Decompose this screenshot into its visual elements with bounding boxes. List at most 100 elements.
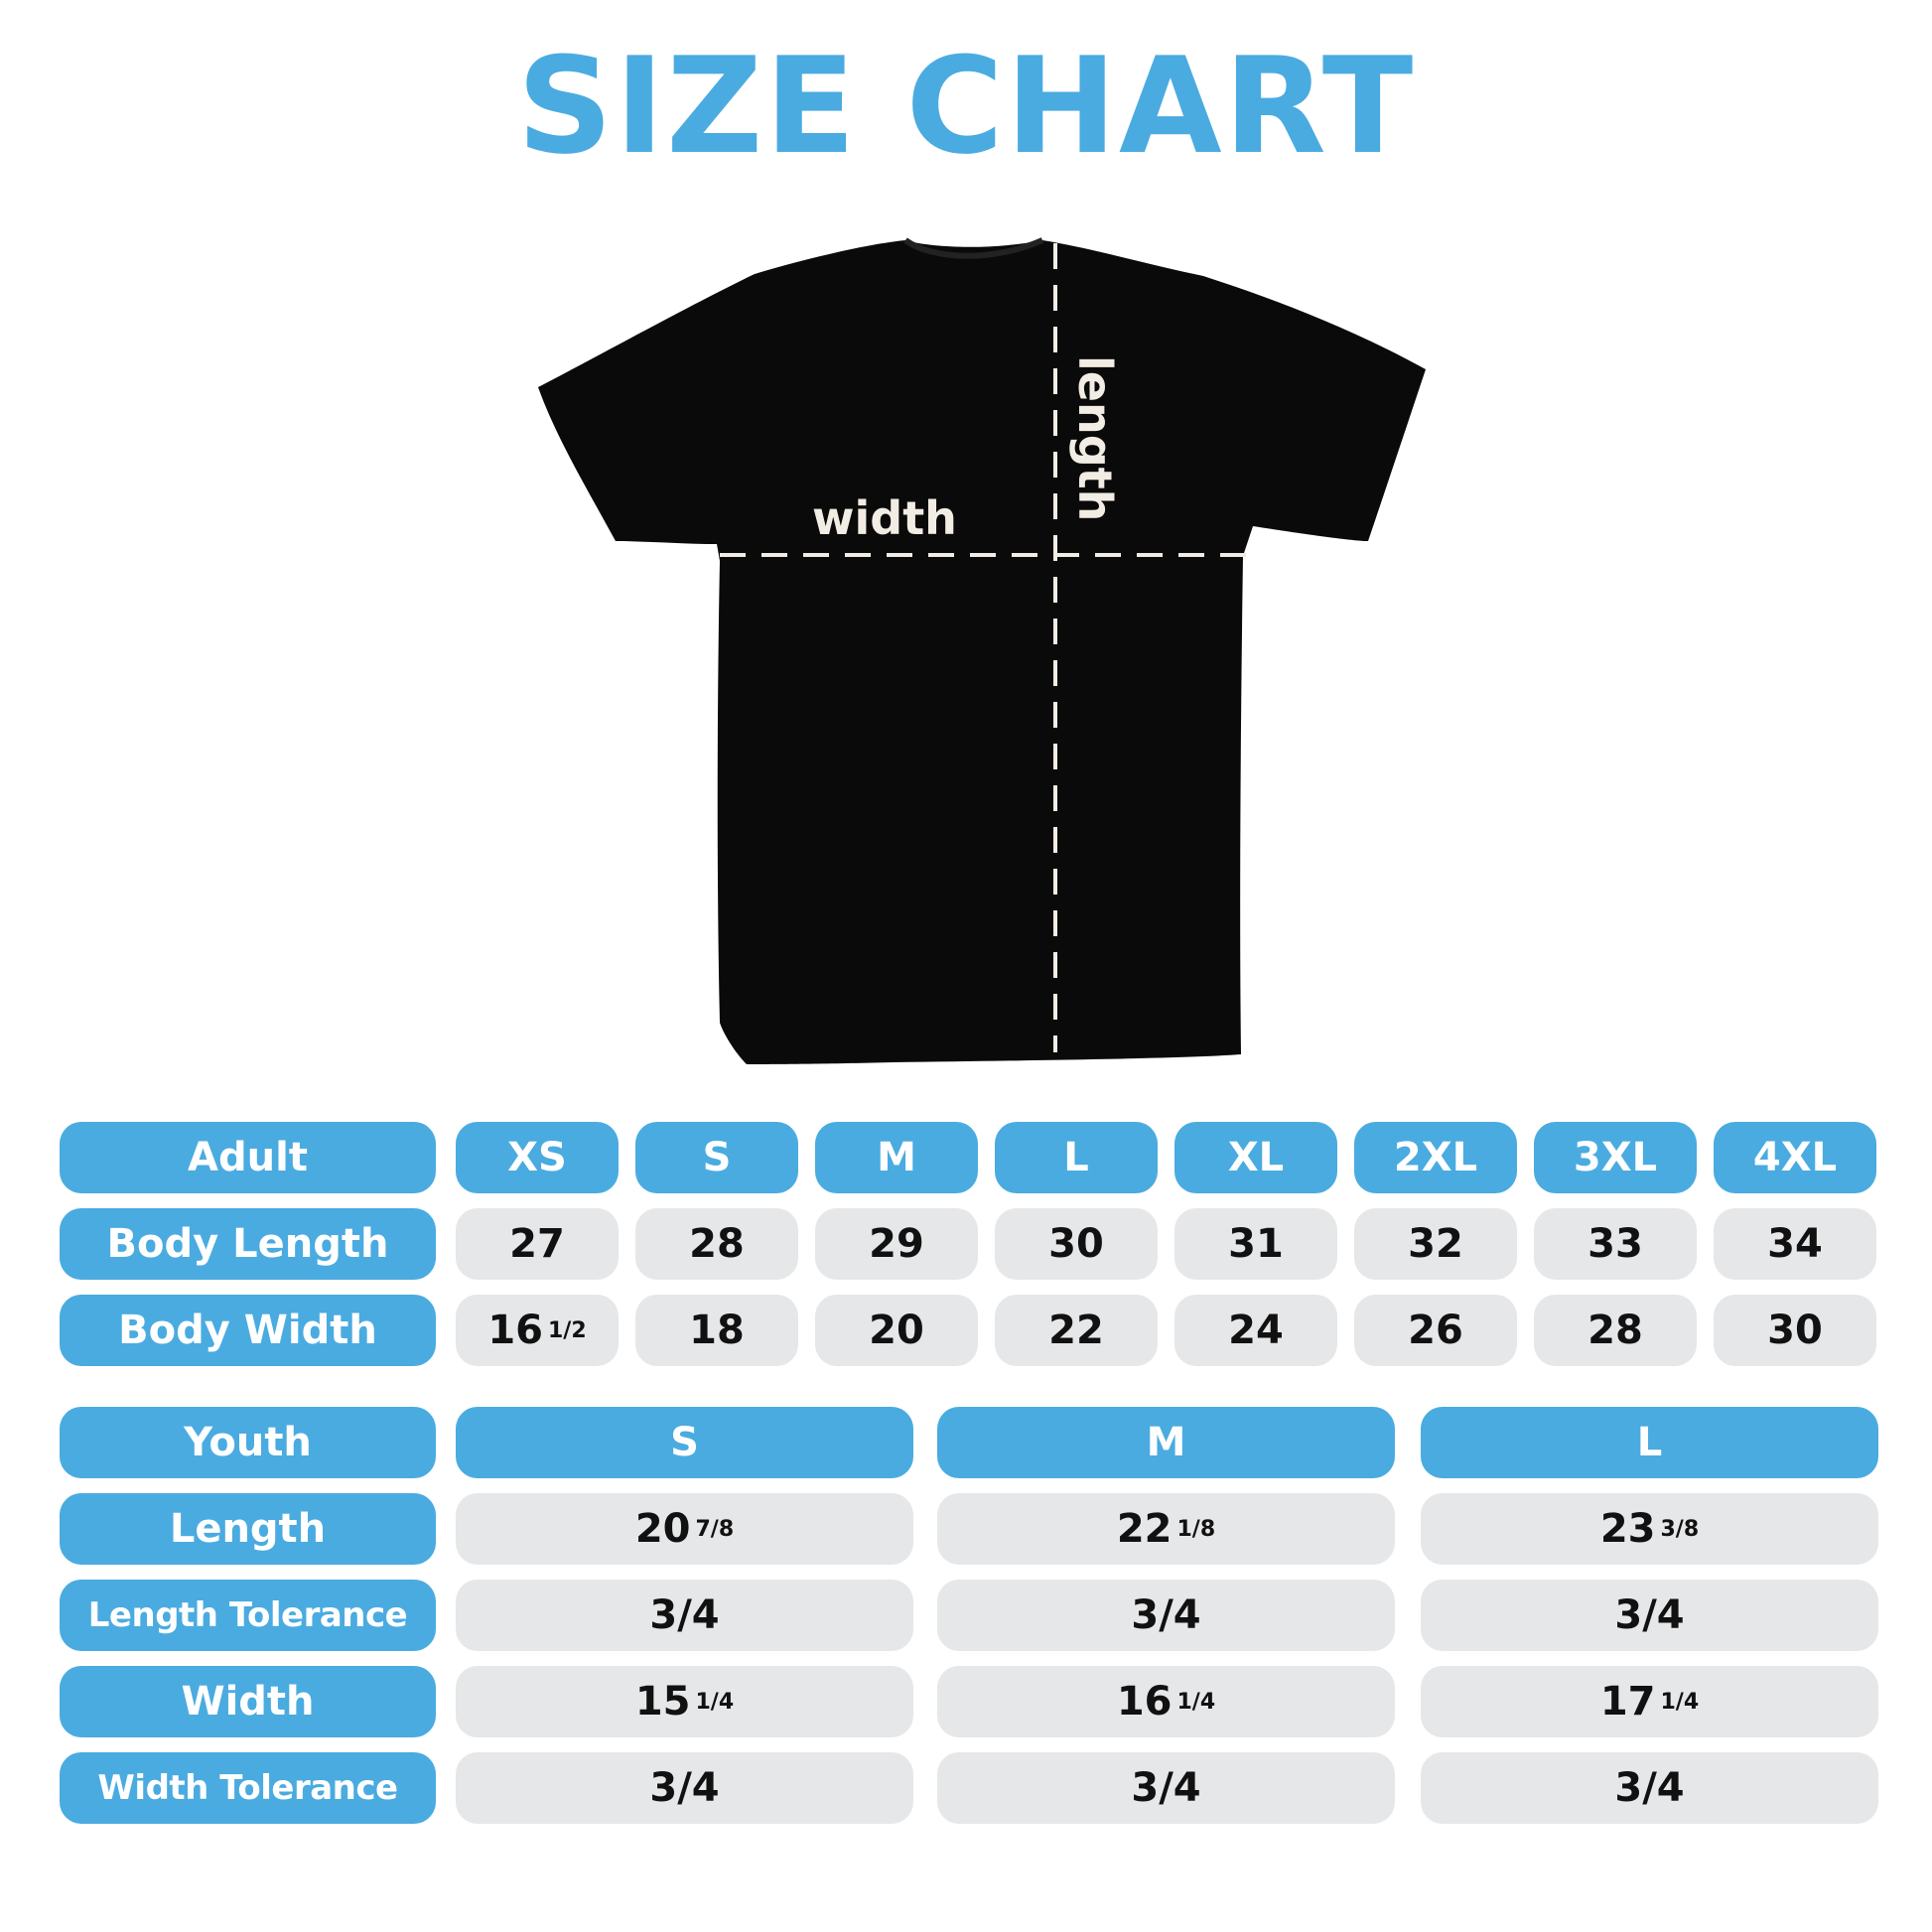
adult-value-cell: 27 bbox=[456, 1208, 619, 1280]
cell-text: Width bbox=[181, 1679, 315, 1725]
cell-text: 23 bbox=[1599, 1506, 1656, 1552]
cell-text: 2XL bbox=[1393, 1135, 1478, 1180]
youth-size-S: S bbox=[456, 1407, 913, 1478]
cell-text: 34 bbox=[1767, 1221, 1823, 1267]
fraction: 7/8 bbox=[695, 1516, 735, 1542]
cell-text: Body Length bbox=[106, 1221, 389, 1267]
adult-value-cell: 22 bbox=[995, 1295, 1158, 1366]
width-label: width bbox=[812, 491, 957, 545]
cell-text: XL bbox=[1227, 1135, 1285, 1180]
cell-text: Youth bbox=[184, 1420, 312, 1465]
adult-value-cell: 30 bbox=[1714, 1295, 1876, 1366]
cell-text: 22 bbox=[1116, 1506, 1173, 1552]
tshirt-diagram: width length bbox=[538, 237, 1426, 1064]
fraction: 1/4 bbox=[1660, 1689, 1700, 1715]
page-title: SIZE CHART bbox=[516, 29, 1416, 184]
cell-text: 29 bbox=[869, 1221, 924, 1267]
cell-text: 31 bbox=[1228, 1221, 1284, 1267]
cell-text: 20 bbox=[869, 1308, 924, 1353]
adult-value-cell: 30 bbox=[995, 1208, 1158, 1280]
adult-row-label: Body Width bbox=[60, 1295, 436, 1366]
fraction: 1/8 bbox=[1176, 1516, 1216, 1542]
fraction: 1/4 bbox=[695, 1689, 735, 1715]
adult-size-M: M bbox=[815, 1122, 978, 1193]
fraction: 3/8 bbox=[1660, 1516, 1700, 1542]
cell-text: 33 bbox=[1587, 1221, 1643, 1267]
cell-text: 20 bbox=[634, 1506, 691, 1552]
youth-value-cell: 3/4 bbox=[1421, 1580, 1878, 1651]
adult-value-cell: 16 1/2 bbox=[456, 1295, 619, 1366]
adult-value-cell: 32 bbox=[1354, 1208, 1517, 1280]
cell-text: 27 bbox=[509, 1221, 565, 1267]
cell-text: 26 bbox=[1408, 1308, 1463, 1353]
adult-value-cell: 31 bbox=[1174, 1208, 1337, 1280]
cell-text: 28 bbox=[1587, 1308, 1643, 1353]
adult-value-cell: 24 bbox=[1174, 1295, 1337, 1366]
cell-text: 3/4 bbox=[1131, 1592, 1201, 1638]
adult-value-cell: 34 bbox=[1714, 1208, 1876, 1280]
cell-text: 32 bbox=[1408, 1221, 1463, 1267]
youth-value-cell: 3/4 bbox=[937, 1752, 1395, 1824]
youth-value-cell: 17 1/4 bbox=[1421, 1666, 1878, 1737]
cell-text: M bbox=[1146, 1420, 1186, 1465]
adult-value-cell: 28 bbox=[1534, 1295, 1697, 1366]
adult-value-cell: 33 bbox=[1534, 1208, 1697, 1280]
cell-text: XS bbox=[507, 1135, 567, 1180]
cell-text: 17 bbox=[1599, 1679, 1656, 1725]
cell-text: L bbox=[1636, 1420, 1663, 1465]
tshirt-silhouette bbox=[538, 240, 1426, 1064]
adult-row-label: Body Length bbox=[60, 1208, 436, 1280]
cell-text: 22 bbox=[1048, 1308, 1104, 1353]
cell-text: 3/4 bbox=[1131, 1765, 1201, 1811]
cell-text: 3/4 bbox=[649, 1592, 720, 1638]
cell-text: 28 bbox=[689, 1221, 745, 1267]
cell-text: 24 bbox=[1228, 1308, 1284, 1353]
youth-value-cell: 22 1/8 bbox=[937, 1493, 1395, 1565]
cell-text: 30 bbox=[1767, 1308, 1823, 1353]
cell-text: M bbox=[877, 1135, 916, 1180]
youth-size-L: L bbox=[1421, 1407, 1878, 1478]
cell-text: 16 bbox=[487, 1308, 543, 1353]
length-label: length bbox=[1068, 355, 1122, 521]
youth-row-label: Width bbox=[60, 1666, 436, 1737]
cell-text: Width Tolerance bbox=[97, 1768, 398, 1808]
fraction: 1/4 bbox=[1176, 1689, 1216, 1715]
adult-size-4XL: 4XL bbox=[1714, 1122, 1876, 1193]
fraction: 1/2 bbox=[548, 1317, 587, 1343]
adult-value-cell: 28 bbox=[635, 1208, 798, 1280]
youth-size-M: M bbox=[937, 1407, 1395, 1478]
adult-size-XS: XS bbox=[456, 1122, 619, 1193]
youth-value-cell: 15 1/4 bbox=[456, 1666, 913, 1737]
cell-text: S bbox=[670, 1420, 699, 1465]
adult-value-cell: 26 bbox=[1354, 1295, 1517, 1366]
youth-value-cell: 3/4 bbox=[1421, 1752, 1878, 1824]
adult-value-cell: 18 bbox=[635, 1295, 798, 1366]
youth-value-cell: 23 3/8 bbox=[1421, 1493, 1878, 1565]
cell-text: L bbox=[1063, 1135, 1089, 1180]
cell-text: 3/4 bbox=[649, 1765, 720, 1811]
youth-value-cell: 20 7/8 bbox=[456, 1493, 913, 1565]
cell-text: 15 bbox=[634, 1679, 691, 1725]
adult-size-L: L bbox=[995, 1122, 1158, 1193]
youth-row-label: Width Tolerance bbox=[60, 1752, 436, 1824]
adult-value-cell: 20 bbox=[815, 1295, 978, 1366]
cell-text: 18 bbox=[689, 1308, 745, 1353]
youth-row-label: Length bbox=[60, 1493, 436, 1565]
adult-value-cell: 29 bbox=[815, 1208, 978, 1280]
adult-size-3XL: 3XL bbox=[1534, 1122, 1697, 1193]
cell-text: 30 bbox=[1048, 1221, 1104, 1267]
cell-text: Length bbox=[169, 1506, 327, 1552]
youth-row-label: Length Tolerance bbox=[60, 1580, 436, 1651]
youth-value-cell: 3/4 bbox=[456, 1752, 913, 1824]
cell-text: Adult bbox=[188, 1135, 308, 1180]
adult-header-label: Adult bbox=[60, 1122, 436, 1193]
youth-value-cell: 3/4 bbox=[937, 1580, 1395, 1651]
adult-size-XL: XL bbox=[1174, 1122, 1337, 1193]
cell-text: 4XL bbox=[1752, 1135, 1838, 1180]
cell-text: 3XL bbox=[1573, 1135, 1658, 1180]
cell-text: Body Width bbox=[118, 1308, 377, 1353]
cell-text: 3/4 bbox=[1614, 1765, 1685, 1811]
youth-value-cell: 16 1/4 bbox=[937, 1666, 1395, 1737]
adult-size-2XL: 2XL bbox=[1354, 1122, 1517, 1193]
youth-value-cell: 3/4 bbox=[456, 1580, 913, 1651]
